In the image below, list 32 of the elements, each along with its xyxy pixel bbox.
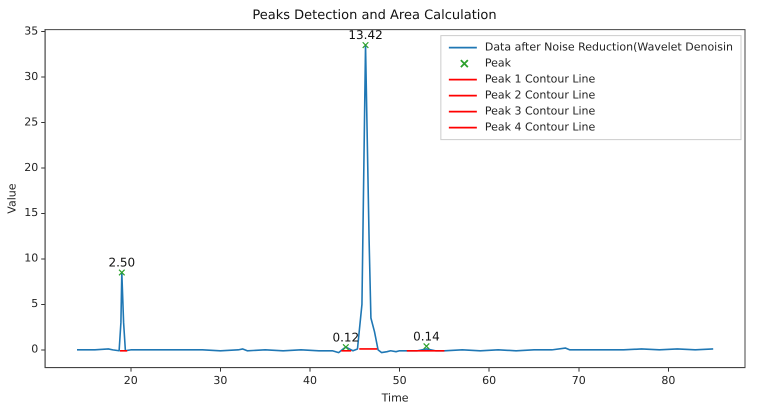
y-tick-label: 5 — [31, 297, 38, 310]
x-tick-label: 50 — [392, 374, 407, 388]
x-tick-label: 20 — [124, 374, 138, 388]
x-tick-label: 70 — [572, 374, 586, 388]
y-tick-label: 10 — [24, 252, 38, 265]
legend-label: Peak 2 Contour Line — [484, 88, 596, 102]
x-tick-label: 40 — [302, 374, 317, 388]
y-tick-label: 25 — [24, 115, 38, 128]
legend-label: Data after Noise Reduction(Wavelet Denoisin — [484, 40, 734, 54]
y-axis-title: Value — [5, 183, 18, 214]
y-tick-label: 35 — [24, 24, 38, 38]
x-tick-label: 60 — [482, 374, 496, 388]
y-tick-label: 0 — [31, 342, 38, 356]
annotation: 2.50 — [108, 256, 136, 270]
point — [362, 42, 369, 48]
annotation: 0.12 — [332, 330, 360, 344]
point — [342, 344, 350, 351]
y-tick-label: 20 — [24, 160, 38, 174]
annotation: 13.42 — [348, 28, 383, 42]
x-tick-label: 80 — [661, 374, 676, 388]
y-tick-label: 15 — [24, 206, 38, 220]
point — [423, 342, 430, 350]
legend-label: Peak — [484, 56, 512, 70]
y-tick-label: 30 — [24, 70, 38, 83]
x-tick-label: 30 — [213, 374, 228, 388]
x-axis-title: Time — [380, 391, 409, 404]
point — [118, 269, 126, 276]
chart-title: Peaks Detection and Area Calculation — [252, 8, 497, 24]
legend-label: Peak 1 Contour Line — [484, 72, 596, 86]
legend-label: Peak 4 Contour Line — [484, 120, 596, 134]
annotation: 0.14 — [413, 329, 440, 344]
legend-label: Peak 3 Contour Line — [484, 104, 596, 118]
